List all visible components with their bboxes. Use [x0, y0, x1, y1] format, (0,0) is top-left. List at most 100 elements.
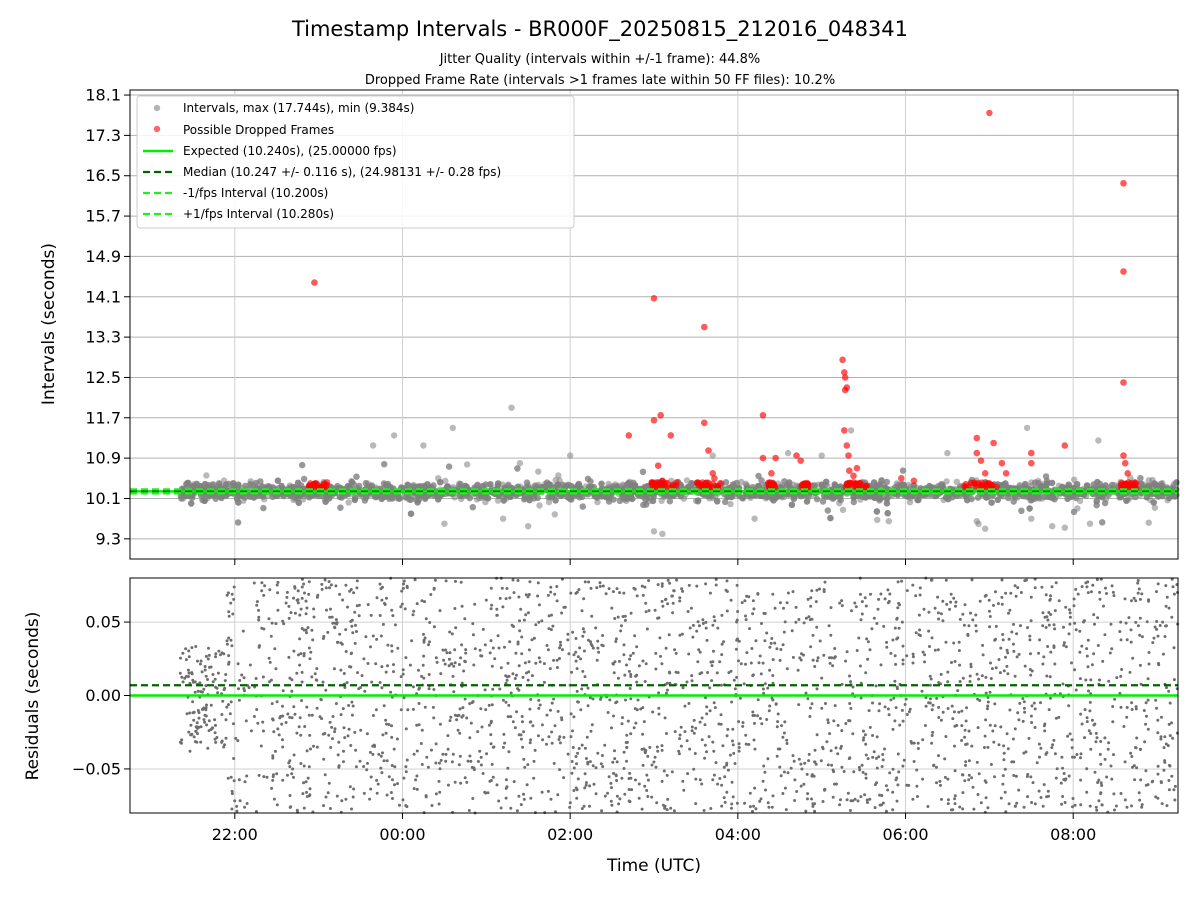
interval-point [915, 496, 922, 503]
intervals-y-ticks: 9.310.110.911.712.513.314.114.915.716.51… [85, 86, 130, 548]
residual-point [522, 618, 526, 622]
residual-point [1156, 731, 1160, 735]
residual-point [937, 754, 940, 758]
residual-point [840, 604, 844, 608]
residual-point [940, 797, 943, 801]
dropped-frame-point [841, 374, 849, 381]
interval-point [479, 483, 486, 490]
interval-point [260, 504, 267, 512]
residual-point [222, 745, 226, 749]
residual-point [994, 624, 998, 628]
residual-point [637, 782, 641, 786]
dropped-frame-point [973, 434, 981, 442]
residual-point [303, 591, 306, 595]
residual-point [806, 797, 809, 801]
residual-point [943, 757, 947, 761]
residual-point [534, 623, 538, 627]
interval-point [525, 523, 532, 530]
residual-point [773, 641, 777, 645]
residual-point [527, 593, 531, 596]
residual-point [690, 729, 694, 733]
interval-point [381, 461, 388, 468]
residual-point [312, 744, 315, 748]
residual-point [179, 656, 182, 660]
interval-point [552, 497, 559, 504]
interval-point [247, 481, 254, 488]
residual-point [401, 586, 405, 590]
interval-point [831, 493, 838, 500]
interval-point [495, 480, 502, 487]
residual-point [953, 797, 957, 801]
interval-point [242, 482, 249, 489]
interval-point [1032, 479, 1039, 486]
residual-point [432, 688, 436, 691]
residual-point [1039, 701, 1042, 705]
residual-point [503, 741, 507, 745]
dropped-frame-point [1061, 442, 1069, 449]
dropped-frame-point [709, 470, 716, 477]
residual-point [413, 578, 417, 582]
residual-point [369, 775, 373, 779]
residual-point [351, 704, 355, 708]
residual-point [673, 648, 677, 652]
residual-point [178, 671, 182, 675]
residual-point [329, 607, 332, 611]
residual-point [926, 805, 930, 808]
residual-point [967, 759, 971, 763]
residual-point [206, 678, 209, 681]
residual-point [540, 723, 544, 727]
dropped-frame-point [625, 432, 633, 439]
residual-point [635, 645, 639, 649]
residual-point [492, 745, 496, 749]
residual-point [1016, 711, 1020, 715]
dropped-frame-point [667, 432, 675, 439]
residual-point [653, 608, 657, 612]
interval-point [910, 482, 918, 489]
interval-point [322, 498, 329, 505]
residual-point [575, 667, 579, 671]
residual-point [882, 624, 886, 628]
residual-point [1172, 678, 1176, 682]
residual-point [575, 762, 578, 766]
dropped-frame-point [705, 447, 712, 454]
residual-point [390, 608, 394, 612]
interval-point [982, 525, 989, 532]
residual-point [927, 629, 931, 633]
residual-point [295, 731, 299, 735]
dropped-frame-point [711, 475, 718, 482]
residual-point [490, 603, 494, 607]
residual-point [515, 673, 518, 677]
interval-point [837, 496, 844, 504]
residual-point [681, 779, 685, 783]
residual-point [1140, 805, 1144, 809]
interval-point [1048, 479, 1056, 487]
residual-point [468, 702, 472, 706]
residual-point [641, 659, 645, 663]
residual-point [718, 660, 722, 664]
residual-point [443, 662, 447, 666]
residual-point [188, 711, 192, 715]
residual-point [1044, 593, 1048, 597]
interval-point [215, 480, 223, 487]
residual-point [734, 647, 738, 651]
residual-point [786, 771, 790, 775]
residual-point [698, 720, 702, 724]
residual-point [754, 639, 758, 643]
dropped-frame-point [657, 412, 664, 419]
residual-point [236, 739, 240, 743]
residual-point [217, 649, 221, 653]
residual-point [276, 580, 280, 584]
residual-point [742, 682, 746, 686]
residual-point [511, 578, 515, 582]
residual-point [469, 721, 473, 725]
dropped-frame-point [311, 279, 318, 286]
interval-point [883, 478, 890, 486]
residual-point [395, 737, 399, 741]
residual-point [302, 806, 306, 810]
residual-point [974, 629, 978, 633]
residual-point [615, 760, 619, 764]
dropped-frame-point [759, 412, 767, 419]
residual-point [931, 730, 935, 734]
residual-point [894, 706, 898, 710]
interval-point [1158, 483, 1166, 491]
